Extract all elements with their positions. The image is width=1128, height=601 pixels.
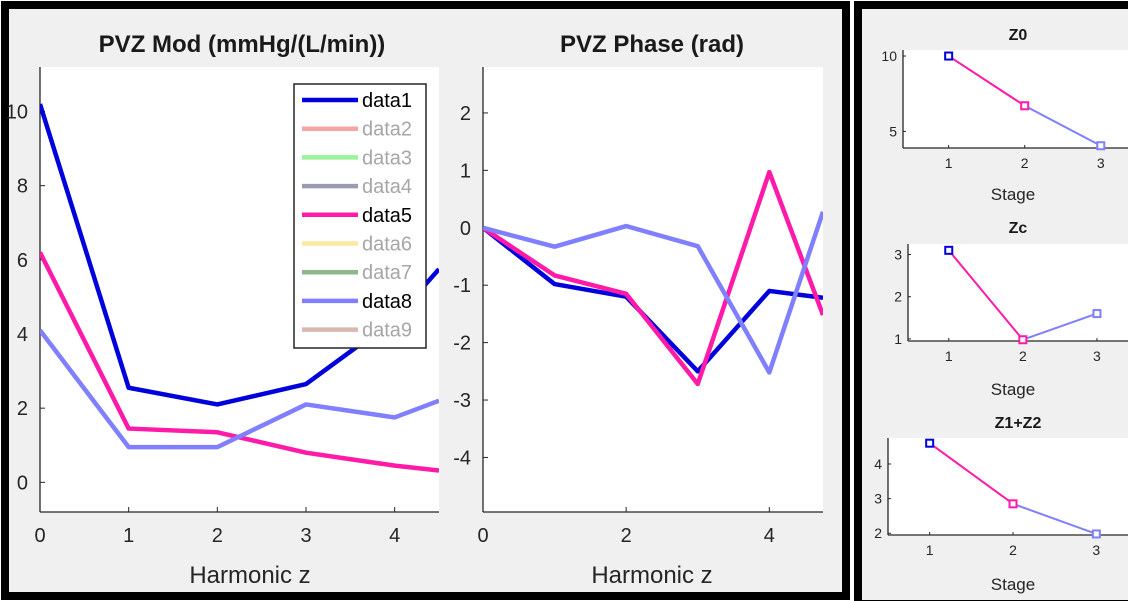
zc-chart: 1 2 3 1 2 3 [894,244,1128,364]
z0-x-tick-label: 2 [1021,155,1029,171]
z1z2-y-tick-label: 4 [874,456,882,472]
z1z2-x-tick-label: 2 [1009,542,1017,558]
z1z2-y-tick-label: 3 [874,491,882,507]
legend-item-data2: data2 [302,119,412,141]
mod-chart-title: PVZ Mod (mmHg/(L/min)) [99,31,386,58]
z1z2-x-tick-label: 1 [926,542,934,558]
phase-x-tick-label: 2 [621,525,632,547]
mod-y-tick-label: 8 [17,176,28,198]
z0-data-point [1020,101,1030,111]
mod-x-tick-label: 4 [389,525,400,547]
z0-data-point [944,51,954,61]
phase-chart: 0 2 4 2 1 0 -1 -2 -3 -4 [453,67,823,547]
phase-y-tick-label: 2 [460,103,471,125]
z0-segment [1024,104,1102,147]
legend-item-data1: data1 [302,90,412,112]
phase-y-tick-label: 1 [460,160,471,182]
legend-item-data6: data6 [302,234,412,256]
phase-plot-area [483,67,823,512]
phase-x-tick-label: 4 [764,525,775,547]
phase-chart-title: PVZ Phase (rad) [560,31,744,58]
mod-series-line-data8 [40,328,439,450]
z0-x-tick-label: 1 [945,155,953,171]
z0-x-tick-label: 3 [1097,155,1105,171]
legend-label: data6 [362,234,412,256]
phase-y-tick-label: -2 [453,333,471,355]
z1z2-x-tick-label: 3 [1092,542,1100,558]
legend-label: data1 [362,90,412,112]
zc-chart-title: Zc [1009,220,1028,237]
zc-x-tick-label: 1 [945,348,953,364]
z0-chart: 1 2 3 5 10 [881,48,1128,171]
legend-label: data3 [362,147,412,169]
z1z2-data-point [925,438,935,448]
zc-y-tick-label: 1 [894,331,902,347]
z1z2-data-point [1091,529,1101,539]
zc-x-tick-label: 3 [1093,348,1101,364]
phase-series-line-data1 [483,226,823,374]
phase-series-line-data5 [483,169,823,387]
legend-label: data5 [362,205,412,227]
legend-label: data4 [362,176,412,198]
mod-y-tick-label: 4 [17,324,28,346]
zc-segment [1022,312,1098,341]
z1z2-x-axis-label: Stage [991,575,1035,594]
z0-segment [948,55,1026,107]
mod-series-line-data5 [40,251,439,473]
zc-data-point [1018,335,1028,345]
zc-data-point [1092,309,1102,319]
legend-label: data2 [362,119,412,141]
phase-x-tick-label: 0 [477,525,488,547]
legend-item-data7: data7 [302,262,412,284]
legend-item-data8: data8 [302,291,412,313]
mod-x-tick-label: 3 [300,525,311,547]
zc-x-tick-label: 2 [1019,348,1027,364]
mod-x-tick-label: 2 [212,525,223,547]
mod-y-tick-label: 0 [17,472,28,494]
legend-item-data3: data3 [302,147,412,169]
mod-y-tick-label: 2 [17,398,28,420]
z0-y-tick-label: 5 [889,123,897,139]
mod-y-tick-label: 6 [17,250,28,272]
phase-x-axis-label: Harmonic z [591,562,712,589]
mod-x-axis-label: Harmonic z [189,562,310,589]
zc-plot-area [908,244,1128,341]
zc-x-axis-label: Stage [991,380,1035,399]
z0-chart-title: Z0 [1009,27,1028,44]
phase-y-tick-label: -3 [453,390,471,412]
legend-item-data9: data9 [302,320,412,342]
zc-y-tick-label: 2 [894,289,902,305]
phase-y-tick-label: -4 [453,447,471,469]
zc-y-tick-label: 3 [894,246,902,262]
z1z2-y-tick-label: 2 [874,525,882,541]
legend-label: data9 [362,320,412,342]
phase-y-tick-label: 0 [460,218,471,240]
z0-data-point [1096,141,1106,151]
z0-x-axis-label: Stage [991,185,1035,204]
mod-y-tick-label: 10 [6,102,28,124]
mod-x-tick-label: 0 [34,525,45,547]
mod-chart: 0 1 2 3 4 0 2 4 6 8 10 [6,67,439,547]
phase-series-line-data8 [483,210,823,375]
zc-data-point [944,245,954,255]
z1z2-chart-title: Z1+Z2 [995,415,1042,432]
z1z2-data-point [1008,499,1018,509]
z1z2-segment [929,442,1014,505]
z1z2-chart: 1 2 3 2 3 4 [874,438,1128,558]
zc-segment [947,249,1024,341]
mod-x-tick-label: 1 [123,525,134,547]
z1z2-segment [1012,502,1097,535]
legend-label: data7 [362,262,412,284]
legend: data1 data2 data3 data4 data5 data6 data7 data8… [293,83,427,349]
z0-y-tick-label: 10 [881,48,897,64]
phase-y-tick-label: -1 [453,275,471,297]
legend-label: data8 [362,291,412,313]
legend-item-data5: data5 [302,205,412,227]
legend-item-data4: data4 [302,176,412,198]
z1z2-plot-area [888,438,1128,535]
